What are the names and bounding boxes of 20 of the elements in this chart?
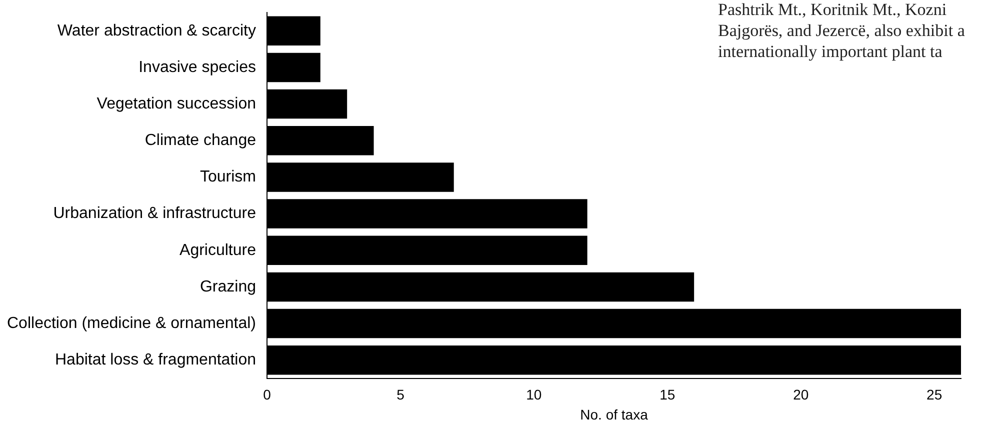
x-tick-label: 25 xyxy=(926,386,942,403)
annotation: Bajgorës, and Jezercë, also exhibit a xyxy=(718,20,966,40)
x-tick-label: 10 xyxy=(526,386,542,403)
y-tick-label: Grazing xyxy=(200,278,256,296)
y-tick-label: Tourism xyxy=(200,168,256,186)
annotation: Pashtrik Mt., Koritnik Mt., Kozni xyxy=(718,0,947,19)
y-tick-label: Agriculture xyxy=(180,242,256,259)
x-tick-label: 5 xyxy=(396,386,405,403)
y-tick-label: Urbanization & infrastructure xyxy=(53,205,256,222)
x-tick-label: 0 xyxy=(263,386,272,403)
annotation: internationally important plant ta xyxy=(718,42,943,61)
y-tick-label: Climate change xyxy=(144,132,256,150)
x-axis-title: No. of taxa xyxy=(580,406,648,422)
y-tick-label: Water abstraction & scarcity xyxy=(57,22,256,40)
y-tick-label: Habitat loss & fragmentation xyxy=(55,352,256,369)
x-tick-label: 20 xyxy=(793,386,809,403)
y-tick-label: Collection (medicine & ornamental) xyxy=(7,314,256,332)
x-tick-label: 15 xyxy=(660,386,676,403)
y-tick-label: Vegetation succession xyxy=(96,95,256,112)
y-tick-label: Invasive species xyxy=(138,58,256,76)
